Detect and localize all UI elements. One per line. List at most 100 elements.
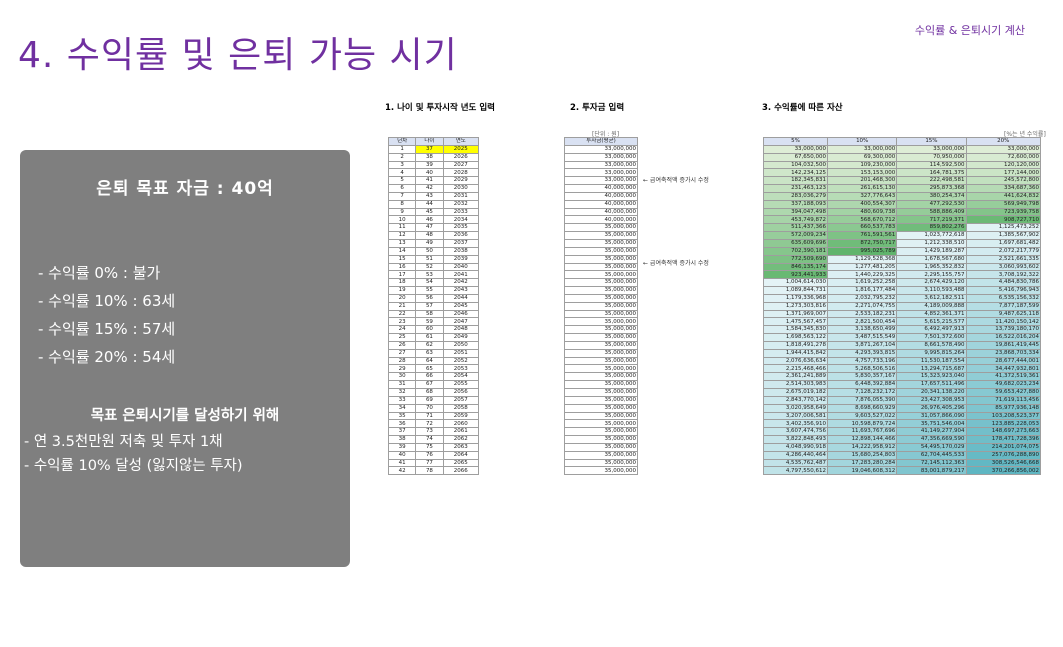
table-cell: 1,944,415,842 [762, 348, 829, 358]
table-row: 35,000,000 [564, 442, 638, 452]
table-cell: 85,977,936,148 [965, 403, 1042, 413]
table-cell: 11,420,150,142 [965, 317, 1042, 327]
table-cell: 2,361,241,889 [762, 372, 829, 382]
table-cell: 5,268,506,516 [827, 364, 898, 374]
table-cell: 33,000,000 [827, 144, 898, 154]
table-row: 231,463,123 261,615,130 295,873,368 334,687… [762, 184, 1042, 193]
table-row: 35,000,000 [564, 388, 638, 397]
table-cell: 50 [415, 246, 444, 256]
table-row: 14 50 2038 [387, 246, 480, 256]
goal-heading: 은퇴 목표 자금 : 40억 [96, 179, 274, 199]
edit-note: ← 급여축적액 증가시 수정 [643, 177, 709, 184]
table-cell: 27 [387, 348, 417, 358]
table-row: 182,345,831 201,468,300 222,498,581 245,572… [762, 176, 1042, 186]
table-cell: 2026 [442, 152, 480, 162]
table-row: 2,361,241,889 5,830,357,167 15,323,923,040… [762, 372, 1042, 382]
table-cell: 21 [387, 301, 417, 311]
table-cell: 2,271,074,755 [827, 301, 898, 311]
rate-column-header: 20% [965, 137, 1042, 146]
table-row: 24 60 2048 [387, 325, 480, 335]
table-row: 33,000,000 [564, 144, 638, 154]
table-row: 142,234,125 153,153,000 164,781,375 177,144… [762, 168, 1042, 178]
table-cell: 4,757,733,196 [827, 356, 898, 366]
table-cell: 49 [415, 238, 444, 248]
table-cell: 2037 [442, 238, 480, 248]
table-cell: 164,781,375 [896, 168, 967, 178]
table-cell: 2036 [442, 231, 480, 240]
table-cell: 73 [415, 427, 444, 437]
table-cell: 7,501,372,600 [896, 333, 967, 342]
table-row: 35,000,000 [564, 231, 638, 240]
table-cell: 5,615,215,577 [896, 317, 967, 327]
table-cell: 8,698,660,929 [827, 403, 898, 413]
table-cell: 2040 [442, 262, 480, 272]
table-cell: 35,000,000 [564, 419, 638, 429]
table-cell: 26,976,405,296 [896, 403, 967, 413]
table-cell: 35,000,000 [564, 364, 638, 374]
table-cell: 1,619,252,258 [827, 278, 898, 288]
table-cell: 47 [415, 223, 444, 233]
table-cell: 5,416,796,943 [965, 286, 1042, 295]
table-cell: 104,032,500 [762, 160, 829, 170]
table-cell: 34 [387, 403, 417, 413]
table-cell: 2027 [442, 160, 480, 170]
table-cell: 69 [415, 395, 444, 405]
table-cell: 6,448,392,884 [827, 380, 898, 389]
table-cell: 35,000,000 [564, 238, 638, 248]
table-cell: 2048 [442, 325, 480, 335]
table-row: 19 55 2043 [387, 286, 480, 295]
table-cell: 177,144,000 [965, 168, 1042, 178]
table-cell: 33,000,000 [896, 144, 967, 154]
table-cell: 2,076,636,634 [762, 356, 829, 366]
table-cell: 59,653,427,880 [965, 388, 1042, 397]
table-cell: 2034 [442, 215, 480, 225]
table-cell: 34,447,932,801 [965, 364, 1042, 374]
table-cell: 35,000,000 [564, 293, 638, 303]
table-cell: 7,877,187,599 [965, 301, 1042, 311]
table-cell: 1,179,336,968 [762, 293, 829, 303]
table-cell: 3,138,650,499 [827, 325, 898, 335]
table-cell: 8,661,578,490 [896, 340, 967, 350]
table-cell: 1,816,177,484 [827, 286, 898, 295]
table-row: 4,535,762,487 17,283,280,284 72,145,112,36… [762, 458, 1042, 468]
table-cell: 57 [415, 301, 444, 311]
table-cell: 2045 [442, 301, 480, 311]
table-cell: 1,475,567,457 [762, 317, 829, 327]
table-cell: 572,009,234 [762, 231, 829, 240]
table-cell: 35,000,000 [564, 411, 638, 421]
table-cell: 35,000,000 [564, 340, 638, 350]
table-cell: 588,886,409 [896, 207, 967, 217]
table-cell: 25 [387, 333, 417, 342]
table-cell: 60 [415, 325, 444, 335]
table-cell: 83,001,879,217 [896, 466, 967, 476]
table-cell: 35,000,000 [564, 333, 638, 342]
table-row: 1,004,614,030 1,619,252,258 2,674,429,120 4… [762, 278, 1042, 288]
table-cell: 2,215,468,466 [762, 364, 829, 374]
rate-column-header: 15% [896, 137, 967, 146]
table-cell: 245,572,800 [965, 176, 1042, 186]
table-cell: 3,708,192,322 [965, 270, 1042, 280]
table-cell: 2,533,182,231 [827, 309, 898, 319]
table-cell: 35,000,000 [564, 427, 638, 437]
table-row: 1,818,491,278 3,871,267,104 8,661,578,490 1… [762, 340, 1042, 350]
table-row: 9 45 2033 [387, 207, 480, 217]
table-row: 846,135,174 1,277,481,205 1,965,352,832 3,0… [762, 262, 1042, 272]
table-row: 3 39 2027 [387, 160, 480, 170]
section-title-investment: 2. 투자금 입력 [570, 103, 625, 113]
table-row: 35 71 2059 [387, 411, 480, 421]
table-row: 35,000,000 [564, 270, 638, 280]
table-cell: 995,025,789 [827, 246, 898, 256]
table-cell: 2057 [442, 395, 480, 405]
table-cell: 178,471,728,396 [965, 435, 1042, 444]
table-cell: 35,000,000 [564, 372, 638, 382]
table-cell: 64 [415, 356, 444, 366]
table-cell: 40,000,000 [564, 215, 638, 225]
table-row: 8 44 2032 [387, 199, 480, 209]
table-cell: 44 [415, 199, 444, 209]
table-cell: 103,208,523,377 [965, 411, 1042, 421]
table-row: 26 62 2050 [387, 340, 480, 350]
table-cell: 2050 [442, 340, 480, 350]
table-cell: 9,487,625,118 [965, 309, 1042, 319]
table-row: 22 58 2046 [387, 309, 480, 319]
table-cell: 3,612,182,511 [896, 293, 967, 303]
